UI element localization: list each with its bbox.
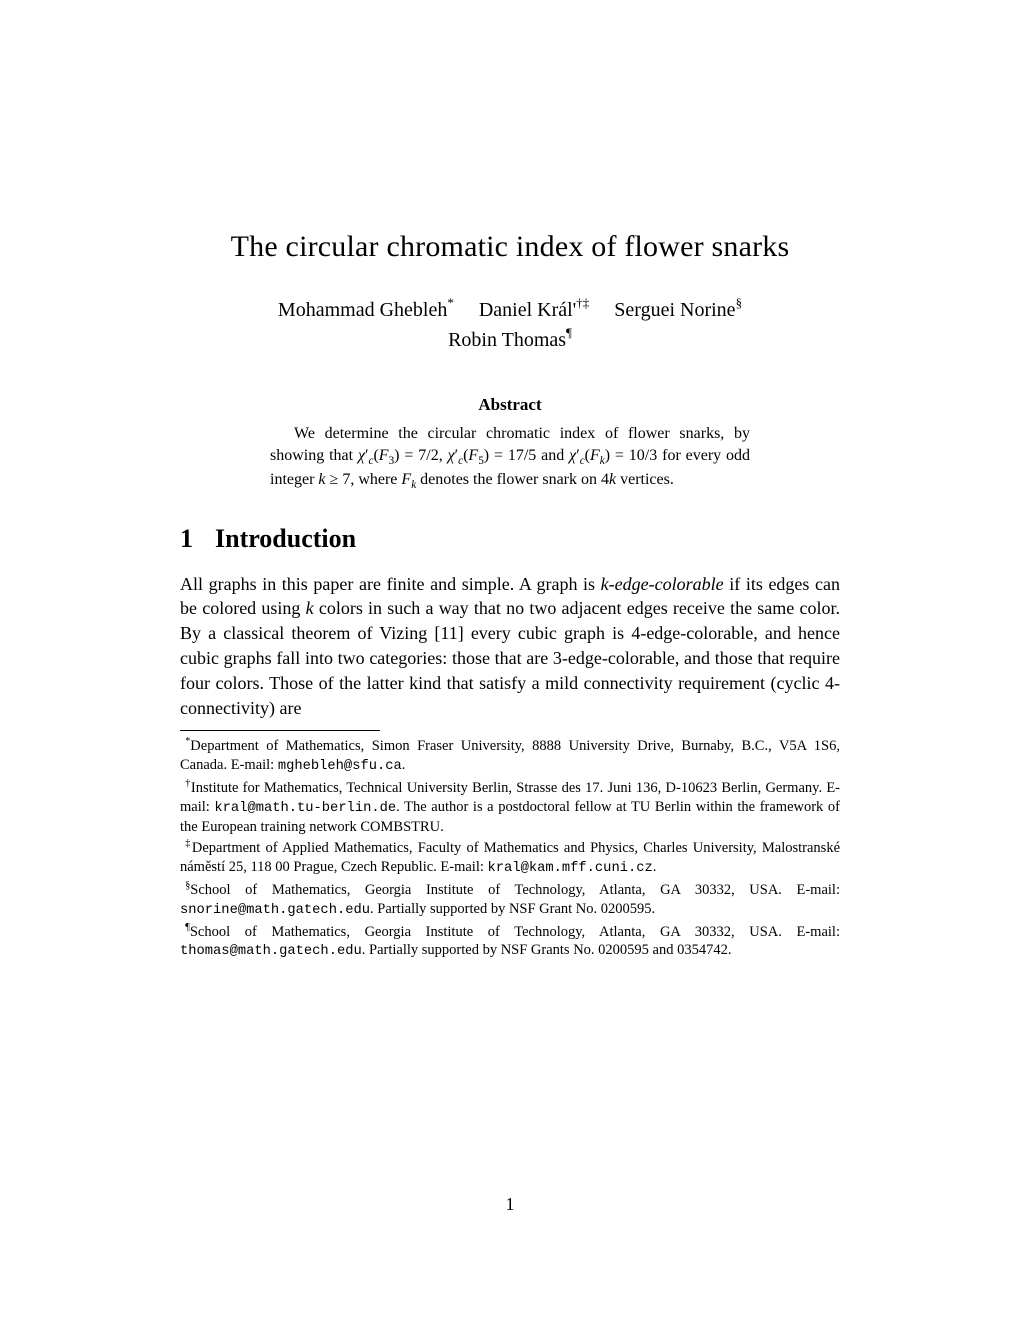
page-number: 1 bbox=[0, 1194, 1020, 1215]
footnote-text: . Partially supported by NSF Grants No. … bbox=[362, 942, 732, 958]
section-title: Introduction bbox=[215, 524, 356, 553]
author-marks: § bbox=[736, 295, 743, 310]
footnote-email: snorine@math.gatech.edu bbox=[180, 903, 370, 918]
abstract-heading: Abstract bbox=[180, 395, 840, 415]
footnote-email: thomas@math.gatech.edu bbox=[180, 944, 362, 959]
footnote-text: . bbox=[402, 757, 406, 773]
paper-page: The circular chromatic index of flower s… bbox=[0, 0, 1020, 1062]
abstract-text: , where bbox=[350, 471, 401, 488]
author-marks: †‡ bbox=[576, 295, 589, 310]
author-2: Daniel Král'†‡ bbox=[479, 299, 589, 321]
footnote-rule bbox=[180, 730, 380, 731]
author-name: Mohammad Ghebleh bbox=[278, 299, 447, 321]
footnote-text: . bbox=[653, 859, 657, 875]
footnote-text: School of Mathematics, Georgia Institute… bbox=[190, 882, 840, 898]
abstract-kcond: k bbox=[318, 471, 325, 488]
footnote-email: kral@kam.mff.cuni.cz bbox=[488, 861, 653, 876]
author-list: Mohammad Ghebleh* Daniel Král'†‡ Serguei… bbox=[180, 294, 840, 355]
author-marks: * bbox=[447, 295, 454, 310]
footnote-text: School of Mathematics, Georgia Institute… bbox=[190, 923, 840, 939]
author-name: Serguei Norine bbox=[614, 299, 735, 321]
intro-text: All graphs in this paper are finite and … bbox=[180, 574, 601, 594]
footnote-email: mghebleh@sfu.ca bbox=[278, 759, 402, 774]
section-heading: 1 Introduction bbox=[180, 524, 840, 554]
author-1: Mohammad Ghebleh* bbox=[278, 299, 454, 321]
footnote-email: kral@math.tu-berlin.de bbox=[214, 801, 396, 816]
author-3: Serguei Norine§ bbox=[614, 299, 742, 321]
abstract-math: χ′c(F3) = 7/2, χ′c(F5) = 17/5 and χ′c(Fk… bbox=[358, 447, 657, 464]
abstract-Fk: Fk bbox=[401, 471, 416, 488]
footnote-1: *Department of Mathematics, Simon Fraser… bbox=[180, 735, 840, 776]
section-number: 1 bbox=[180, 524, 193, 554]
author-name: Robin Thomas bbox=[448, 329, 566, 351]
footnote-4: §School of Mathematics, Georgia Institut… bbox=[180, 879, 840, 920]
paper-title: The circular chromatic index of flower s… bbox=[180, 230, 840, 264]
author-4: Robin Thomas¶ bbox=[448, 329, 572, 351]
footnote-3: ‡Department of Applied Mathematics, Facu… bbox=[180, 837, 840, 878]
footnote-2: †Institute for Mathematics, Technical Un… bbox=[180, 777, 840, 836]
intro-term: k-edge-colorable bbox=[601, 574, 724, 594]
intro-kvar: k bbox=[306, 598, 314, 618]
footnote-text: . Partially supported by NSF Grant No. 0… bbox=[370, 901, 655, 917]
intro-paragraph: All graphs in this paper are finite and … bbox=[180, 572, 840, 721]
author-name: Daniel Král' bbox=[479, 299, 576, 321]
footnote-5: ¶School of Mathematics, Georgia Institut… bbox=[180, 921, 840, 962]
author-marks: ¶ bbox=[566, 325, 572, 340]
abstract-suffix: denotes the flower snark on 4k vertices. bbox=[416, 471, 674, 488]
footnote-mark: ‡ bbox=[185, 838, 192, 849]
abstract-body: We determine the circular chromatic inde… bbox=[270, 423, 750, 493]
